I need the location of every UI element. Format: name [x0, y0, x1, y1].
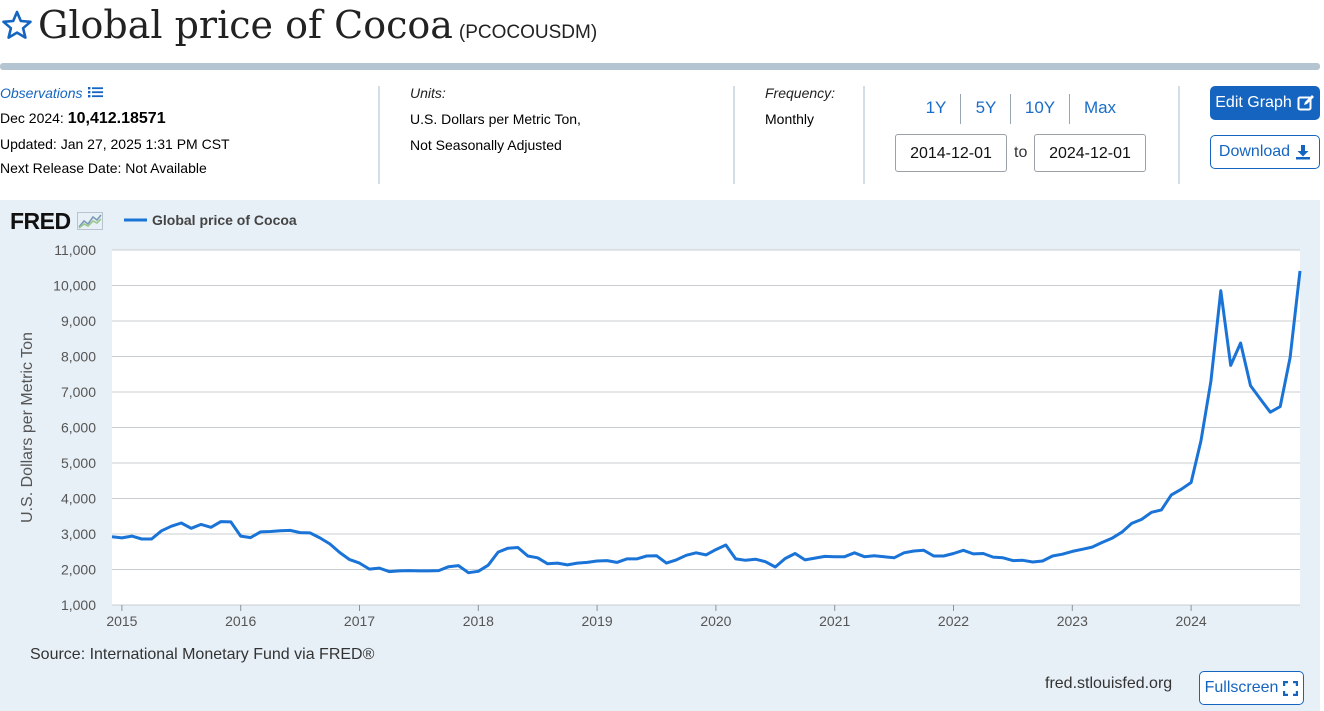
series-id: (PCOCOUSDM) — [458, 22, 598, 43]
y-axis-label: U.S. Dollars per Metric Ton — [19, 332, 36, 523]
fred-logo-text: FRED — [10, 208, 71, 234]
column-divider — [733, 86, 735, 184]
range-1y-button[interactable]: 1Y — [925, 98, 947, 117]
start-date-input[interactable]: 2014-12-01 — [895, 134, 1007, 172]
range-10y-button[interactable]: 10Y — [1024, 98, 1056, 117]
range-divider — [1010, 94, 1011, 124]
x-tick-label: 2024 — [1176, 613, 1207, 629]
fred-logo: FRED — [10, 208, 103, 235]
list-icon — [88, 87, 104, 98]
y-tick-label: 7,000 — [61, 384, 96, 400]
range-max-button[interactable]: Max — [1083, 98, 1117, 117]
y-tick-label: 5,000 — [61, 455, 96, 471]
title-divider — [0, 63, 1320, 70]
y-tick-label: 6,000 — [61, 420, 96, 436]
download-button[interactable]: Download — [1210, 135, 1320, 169]
y-tick-label: 11,000 — [54, 242, 96, 258]
x-tick-label: 2016 — [225, 613, 256, 629]
edit-icon — [1297, 95, 1314, 111]
download-label: Download — [1218, 143, 1291, 160]
y-tick-label: 9,000 — [61, 313, 96, 329]
observation-value: 10,412.18571 — [67, 110, 166, 127]
observations-column: Observations Dec 2024: 10,412.18571 Upda… — [0, 80, 370, 190]
x-tick-label: 2021 — [819, 613, 850, 629]
legend-label: Global price of Cocoa — [152, 212, 297, 228]
star-favorite-icon[interactable] — [2, 10, 32, 40]
range-divider — [1069, 94, 1070, 124]
title-row: Global price of Cocoa (PCOCOUSDM) — [0, 0, 1324, 60]
x-tick-label: 2018 — [463, 613, 494, 629]
x-tick-label: 2023 — [1057, 613, 1088, 629]
fullscreen-button[interactable]: Fullscreen — [1199, 671, 1304, 705]
next-release-text: Next Release Date: Not Available — [0, 160, 207, 176]
x-tick-label: 2019 — [582, 613, 613, 629]
source-note: Source: International Monetary Fund via … — [30, 646, 375, 663]
to-label: to — [1014, 144, 1028, 161]
metadata-bar: Observations Dec 2024: 10,412.18571 Upda… — [0, 80, 1324, 195]
latest-observation: Dec 2024: 10,412.18571 — [0, 110, 166, 128]
column-divider — [863, 86, 865, 184]
y-tick-label: 2,000 — [61, 562, 96, 578]
fullscreen-icon — [1283, 680, 1299, 696]
y-tick-label: 4,000 — [61, 491, 96, 507]
x-tick-label: 2015 — [106, 613, 137, 629]
x-tick-label: 2022 — [938, 613, 969, 629]
fred-logo-graph-icon — [76, 212, 103, 230]
frequency-column: Frequency: Monthly — [765, 80, 855, 190]
fred-url[interactable]: fred.stlouisfed.org — [1045, 675, 1173, 692]
frequency-value: Monthly — [765, 111, 815, 127]
end-date-input[interactable]: 2024-12-01 — [1034, 134, 1146, 172]
download-icon — [1296, 145, 1311, 160]
y-tick-label: 3,000 — [61, 526, 96, 542]
x-tick-label: 2020 — [700, 613, 731, 629]
units-column: Units: U.S. Dollars per Metric Ton, Not … — [410, 80, 720, 190]
x-tick-label: 2017 — [344, 613, 375, 629]
range-divider — [960, 94, 961, 124]
units-line-1: U.S. Dollars per Metric Ton, — [410, 111, 581, 127]
column-divider — [1178, 86, 1180, 184]
updated-text: Updated: Jan 27, 2025 1:31 PM CST — [0, 136, 230, 152]
y-tick-label: 8,000 — [61, 349, 96, 365]
frequency-label: Frequency: — [765, 85, 836, 101]
edit-graph-button[interactable]: Edit Graph — [1210, 86, 1320, 120]
y-tick-label: 1,000 — [61, 597, 96, 613]
units-label: Units: — [410, 85, 446, 101]
observation-date: Dec 2024: — [0, 110, 64, 126]
observations-label: Observations — [0, 85, 83, 101]
series-line — [111, 270, 1302, 575]
y-tick-label: 10,000 — [53, 278, 96, 294]
page-title-text: Global price of Cocoa — [38, 3, 453, 47]
page-title: Global price of Cocoa (PCOCOUSDM) — [38, 3, 597, 47]
range-5y-button[interactable]: 5Y — [975, 98, 997, 117]
chart: 1,000 2,000 3,000 4,000 5,000 6,000 7,000 8,000… — [19, 212, 1302, 629]
chart-panel: FRED 1,000 2,000 3,000 4,000 5,000 6,000 7,000… — [0, 200, 1320, 711]
edit-graph-label: Edit Graph — [1215, 94, 1292, 111]
observations-link[interactable]: Observations — [0, 85, 104, 101]
fullscreen-label: Fullscreen — [1204, 679, 1279, 696]
column-divider — [378, 86, 380, 184]
units-line-2: Not Seasonally Adjusted — [410, 137, 562, 153]
